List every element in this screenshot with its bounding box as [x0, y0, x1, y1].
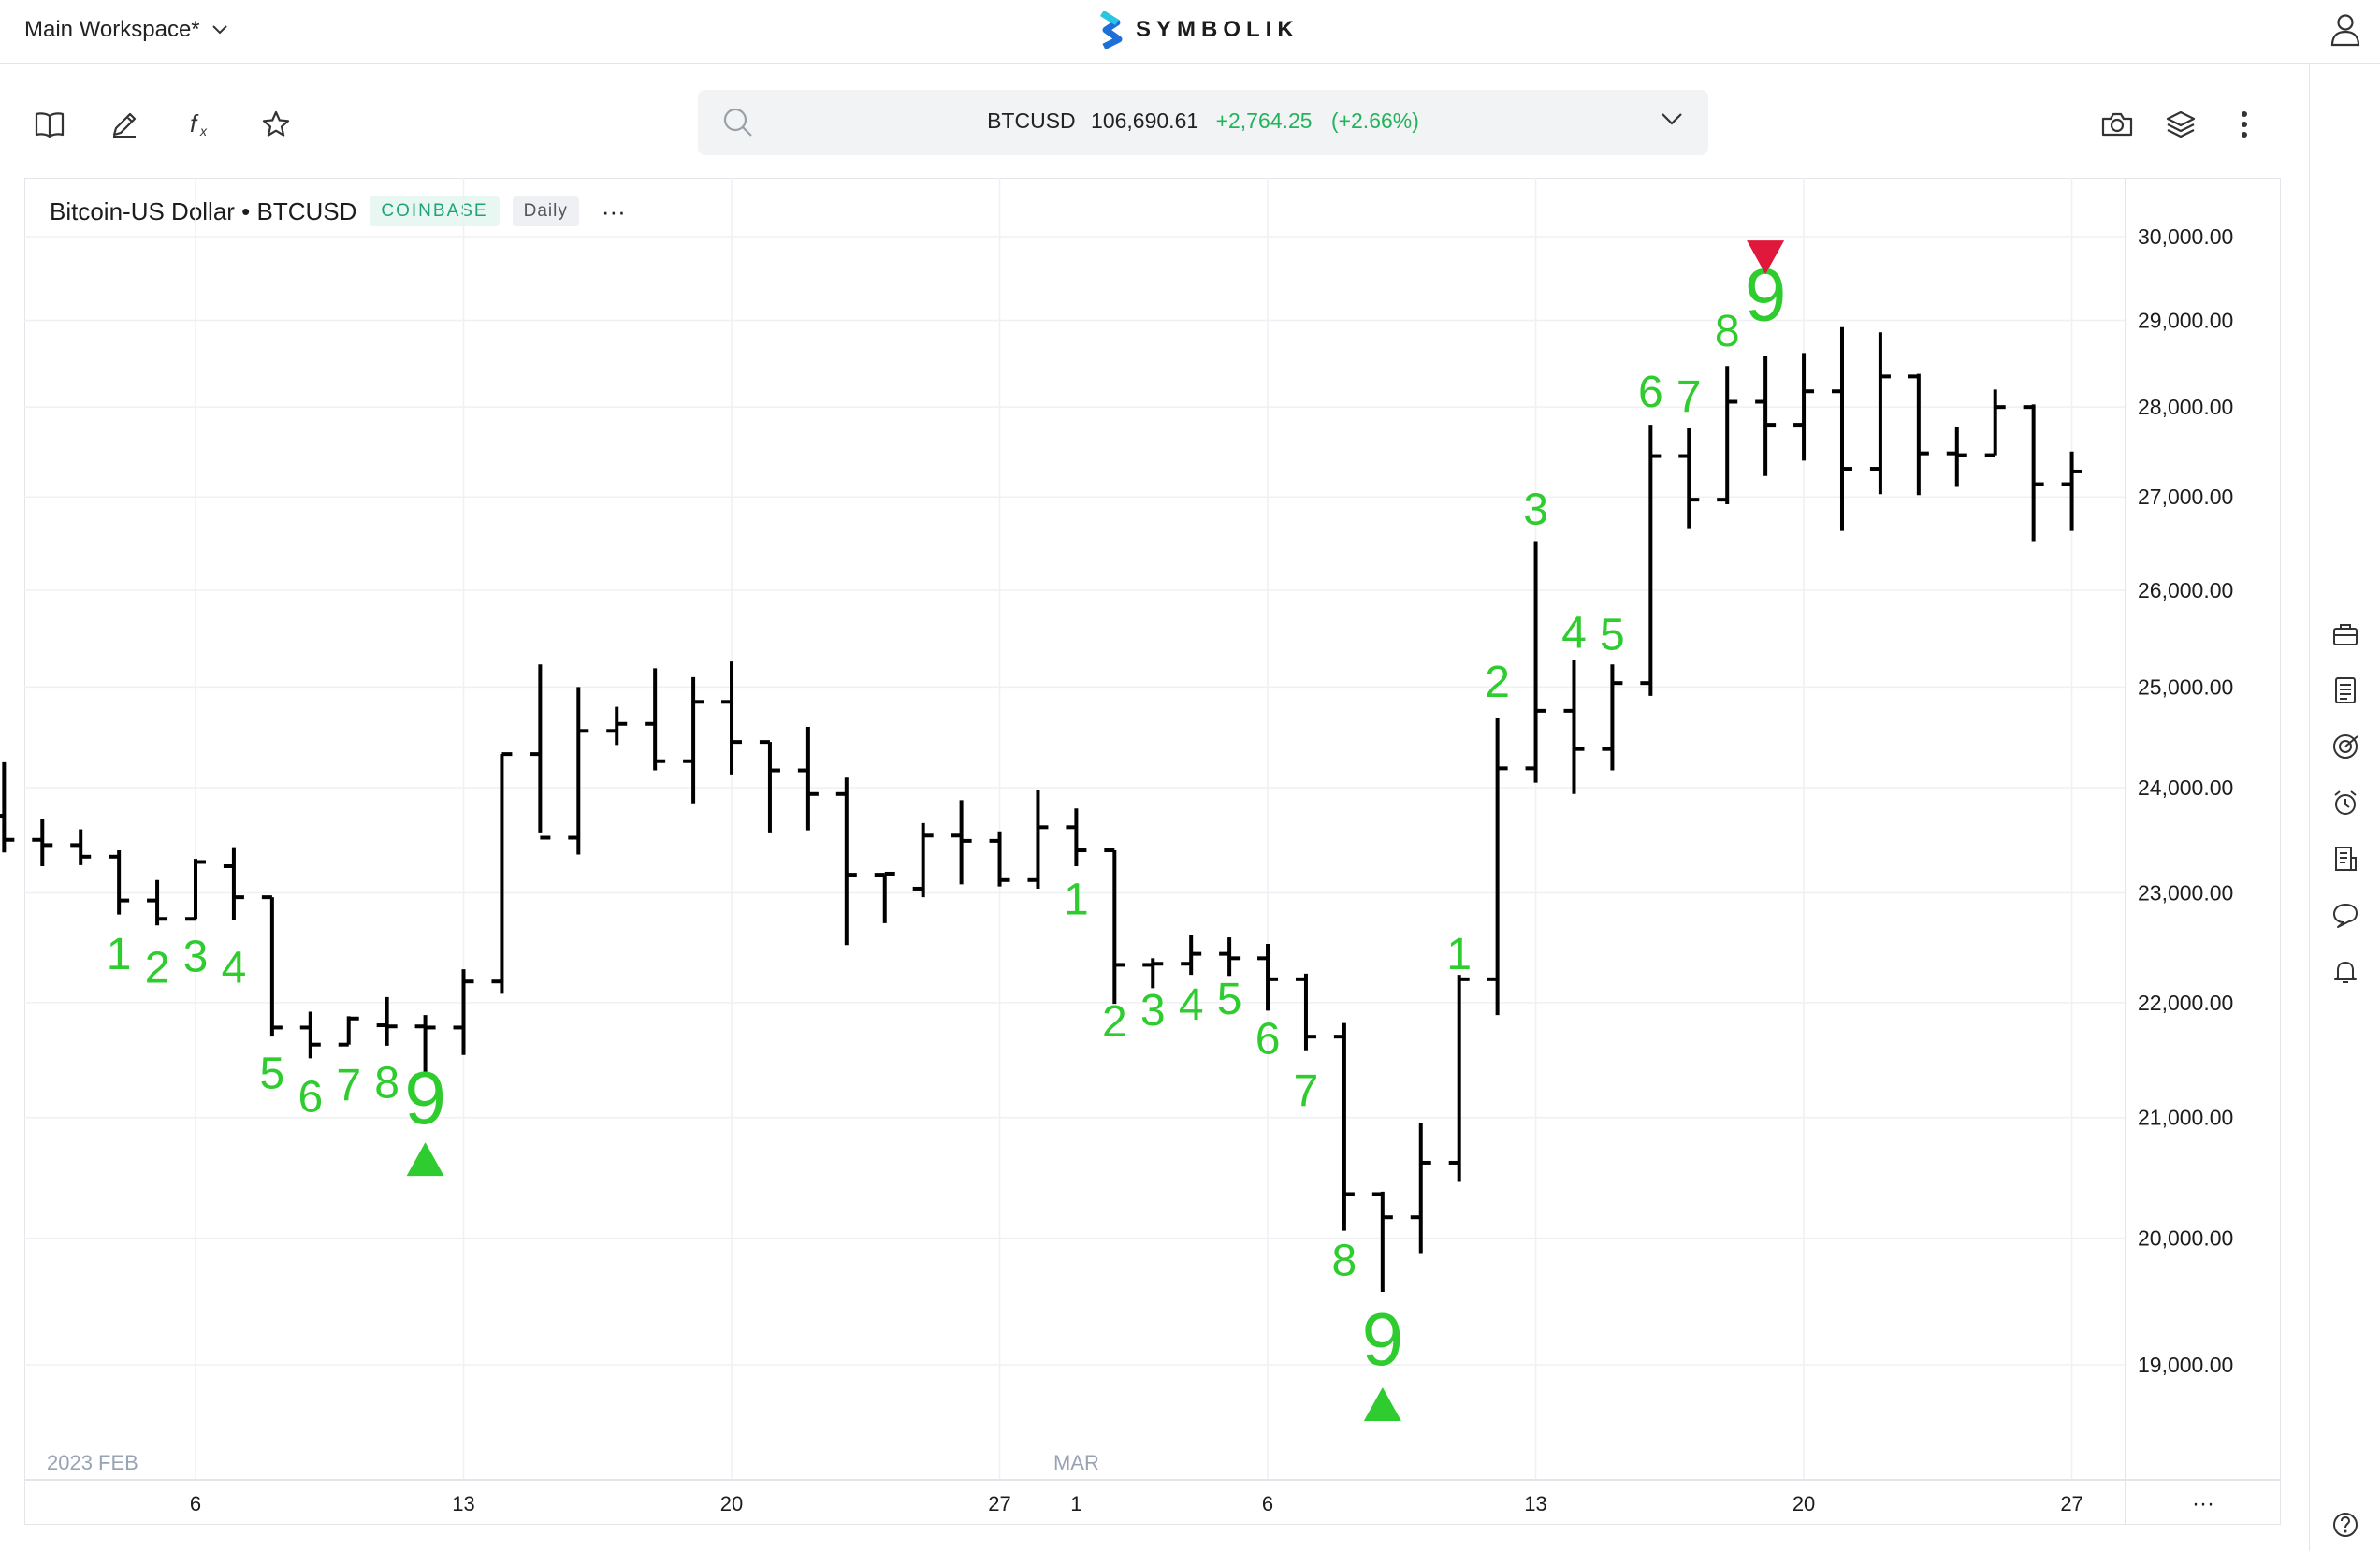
quote-change: +2,764.25: [1215, 109, 1313, 133]
svg-text:f: f: [190, 109, 199, 138]
kebab-menu-icon[interactable]: [2223, 103, 2266, 146]
chart-header: Bitcoin-US Dollar • BTCUSD COINBASE Dail…: [50, 196, 626, 226]
chat-icon[interactable]: [2327, 896, 2364, 934]
quote-price: 106,690.61: [1091, 109, 1199, 133]
news-icon[interactable]: [2327, 672, 2364, 709]
search-icon: [722, 107, 754, 143]
book-icon[interactable]: [28, 103, 71, 146]
workspace-selector[interactable]: Main Workspace*: [24, 17, 228, 43]
quote-change-percent: (+2.66%): [1330, 109, 1419, 133]
chart-panel: [24, 178, 2281, 1525]
chevron-down-icon: [211, 25, 227, 35]
user-icon[interactable]: [2329, 13, 2361, 51]
layers-icon[interactable]: [2159, 103, 2202, 146]
right-sidebar: [2309, 64, 2380, 1551]
workspace-name: Main Workspace*: [24, 17, 200, 42]
chevron-down-icon[interactable]: [1660, 110, 1684, 132]
top-bar: Main Workspace* SYMBOLIK: [0, 0, 2380, 64]
brand-logo: SYMBOLIK: [1098, 11, 1299, 49]
pencil-icon[interactable]: [103, 103, 146, 146]
quote-symbol: BTCUSD: [987, 109, 1076, 133]
exchange-badge: COINBASE: [370, 196, 500, 226]
camera-icon[interactable]: [2096, 103, 2139, 146]
chart-title: Bitcoin-US Dollar • BTCUSD: [50, 196, 357, 225]
brand-name: SYMBOLIK: [1136, 17, 1299, 42]
target-icon[interactable]: [2327, 728, 2364, 765]
briefcase-icon[interactable]: [2327, 616, 2364, 653]
star-icon[interactable]: [254, 103, 298, 146]
interval-badge[interactable]: Daily: [512, 196, 579, 226]
notes-icon[interactable]: [2327, 840, 2364, 877]
chart-options-button[interactable]: ···: [601, 196, 626, 225]
svg-text:x: x: [199, 123, 208, 138]
alarm-icon[interactable]: [2327, 784, 2364, 821]
symbol-search-bar[interactable]: BTCUSD 106,690.61 +2,764.25 (+2.66%): [698, 90, 1708, 155]
symbol-quote: BTCUSD 106,690.61 +2,764.25 (+2.66%): [698, 109, 1708, 134]
ohlc-bar: [0, 761, 15, 853]
help-icon[interactable]: [2327, 1506, 2364, 1544]
symbolik-logo-icon: [1100, 11, 1123, 49]
bell-icon[interactable]: [2327, 952, 2364, 990]
